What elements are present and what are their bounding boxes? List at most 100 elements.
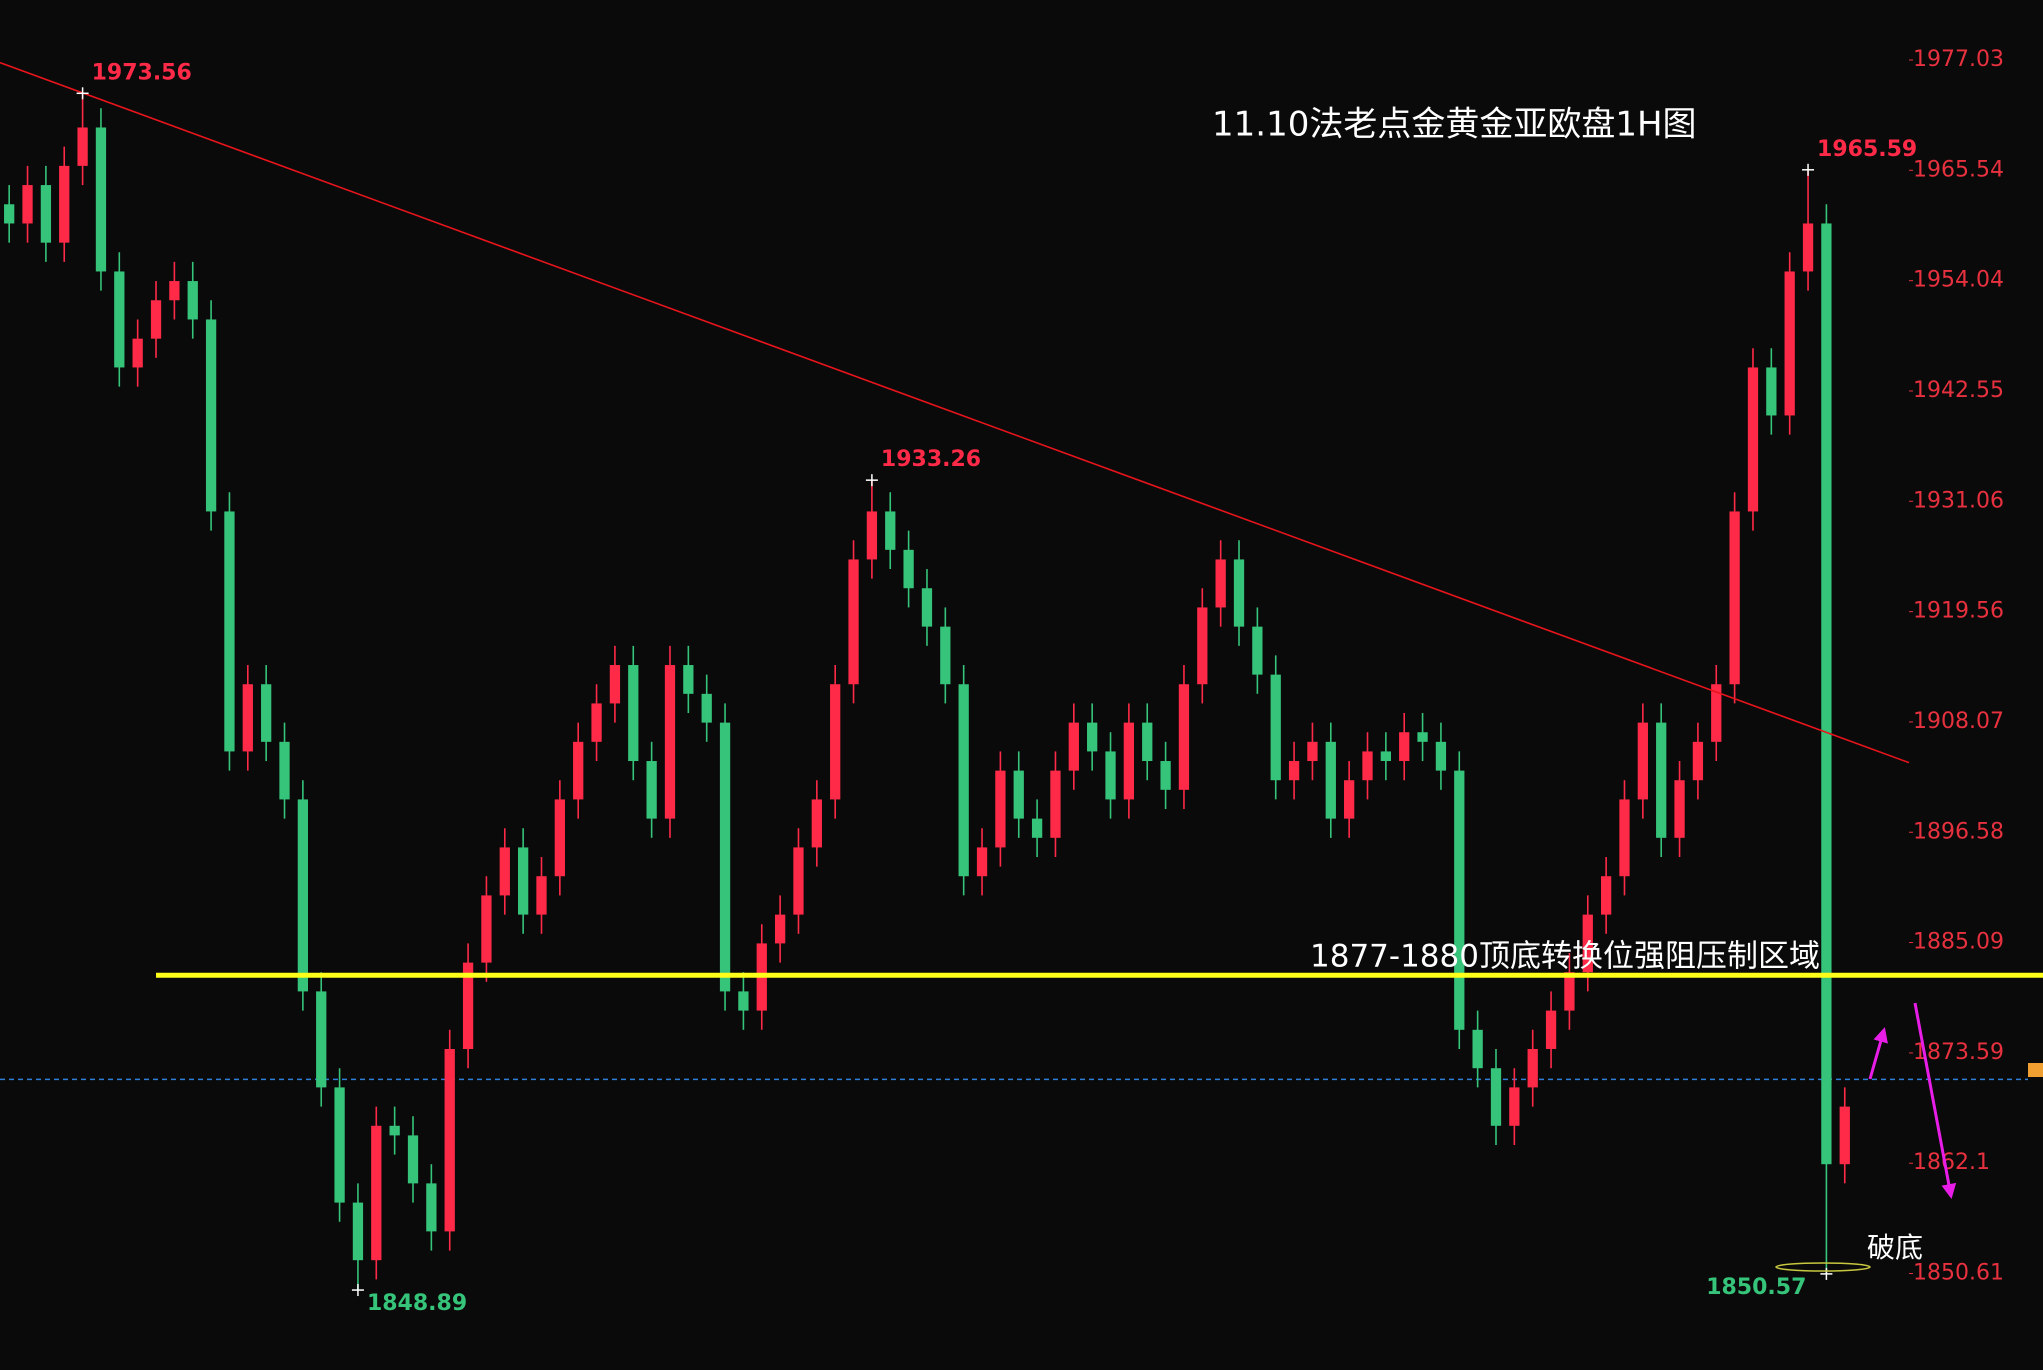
candle-body <box>4 204 15 224</box>
candle-body <box>628 665 639 762</box>
candle-body <box>830 684 841 800</box>
low-label: 1848.89 <box>367 1291 467 1316</box>
candle-body <box>1747 367 1759 512</box>
candle-body <box>646 761 657 819</box>
candle-body <box>279 741 290 800</box>
zone-label: 1877-1880顶底转换位强阻压制区域 <box>1310 939 1820 975</box>
candle-body <box>1160 761 1171 790</box>
candle-body <box>462 962 474 1050</box>
y-tick-label: 1850.61 <box>1913 1261 2004 1286</box>
candle-body <box>1325 741 1336 819</box>
candle-body <box>59 165 70 243</box>
candle-body <box>261 684 272 742</box>
candle-body <box>1105 751 1116 800</box>
candle-body <box>1417 732 1428 742</box>
candle-body <box>297 799 309 992</box>
y-tick-label: 1885.09 <box>1913 930 2004 955</box>
high-label: 1973.56 <box>92 60 192 85</box>
low-label: 1850.57 <box>1706 1275 1806 1300</box>
candle-body <box>885 511 896 550</box>
candle-body <box>407 1135 419 1184</box>
candle-body <box>609 665 621 704</box>
candle-body <box>1380 751 1392 762</box>
candle-body <box>77 127 88 166</box>
candle-body <box>1674 780 1685 838</box>
candle-body <box>1050 770 1061 838</box>
up-arrow <box>1868 1027 1888 1080</box>
candle-body <box>1288 761 1300 781</box>
candle-body <box>1527 1049 1538 1088</box>
candle-body <box>224 511 235 752</box>
y-tick-label: 1908.07 <box>1913 709 2004 734</box>
candle-body <box>187 281 198 320</box>
candle-body <box>536 876 547 915</box>
plot-area: 1850.61 1862.1 1873.59 1885.09 1896.58 1908.0… <box>0 47 2043 1316</box>
candle-body <box>1142 722 1153 762</box>
candle-body <box>316 991 327 1088</box>
candle-body <box>150 300 162 339</box>
y-tick-label: 1862.1 <box>1913 1150 1990 1175</box>
candle-body <box>205 319 217 512</box>
candle-body <box>1362 751 1373 781</box>
high-label: 1965.59 <box>1817 137 1917 162</box>
y-tick-label: 1965.54 <box>1913 157 2004 182</box>
candle-body <box>1766 367 1777 416</box>
candle-body <box>683 665 694 694</box>
candle-body <box>774 914 786 944</box>
candle-body <box>940 626 951 685</box>
candle-body <box>132 338 143 368</box>
candle-body <box>242 684 253 752</box>
candle-body <box>95 127 107 272</box>
candle-body <box>1068 722 1079 771</box>
candle-body <box>334 1087 345 1203</box>
candle-body <box>1031 818 1043 838</box>
candle-body <box>738 991 749 1011</box>
candle-body <box>1729 511 1740 685</box>
candle-body <box>1509 1087 1520 1126</box>
candle-body <box>1711 684 1722 742</box>
candle-body <box>1270 674 1281 781</box>
candle-body <box>1252 626 1263 675</box>
candle-body <box>1454 770 1465 1030</box>
candle-body <box>591 703 602 742</box>
candle-body <box>1564 972 1575 1011</box>
candle-body <box>40 185 52 243</box>
candle-body <box>719 722 731 992</box>
candle-body <box>1545 1010 1557 1050</box>
candle-body <box>1839 1106 1850 1165</box>
candle-body <box>1013 770 1024 819</box>
trendline <box>0 61 1910 764</box>
candle-body <box>1802 223 1814 272</box>
candle-body <box>1435 741 1447 771</box>
candle-body <box>1582 914 1593 973</box>
candle-body <box>976 847 988 877</box>
candle-body <box>1344 780 1355 819</box>
candle-body <box>1637 722 1648 800</box>
candle-body <box>169 281 180 301</box>
candle-body <box>958 684 969 877</box>
candle-body <box>517 847 529 915</box>
high-label: 1933.26 <box>881 447 981 472</box>
candle-body <box>426 1183 437 1232</box>
candle-body <box>903 549 914 589</box>
candle-body <box>1233 559 1245 627</box>
candle-body <box>1087 722 1098 752</box>
candle-body <box>1656 722 1667 838</box>
candle-body <box>811 799 822 848</box>
candle-body <box>1178 684 1190 790</box>
y-tick-label: 1896.58 <box>1913 819 2004 844</box>
candle-body <box>499 847 510 896</box>
candle-body <box>389 1125 400 1136</box>
candle-body <box>995 770 1006 848</box>
y-tick-label: 1873.59 <box>1913 1040 2004 1065</box>
candle-body <box>1123 722 1135 800</box>
candle-body <box>22 185 33 224</box>
candle-body <box>793 847 804 915</box>
y-tick-label: 1942.55 <box>1913 378 2004 403</box>
y-tick-label: 1977.03 <box>1913 47 2004 72</box>
break-label: 破底 <box>1867 1231 1923 1264</box>
candle-body <box>1399 732 1410 762</box>
candle-body <box>444 1049 455 1232</box>
candle-body <box>114 271 125 368</box>
